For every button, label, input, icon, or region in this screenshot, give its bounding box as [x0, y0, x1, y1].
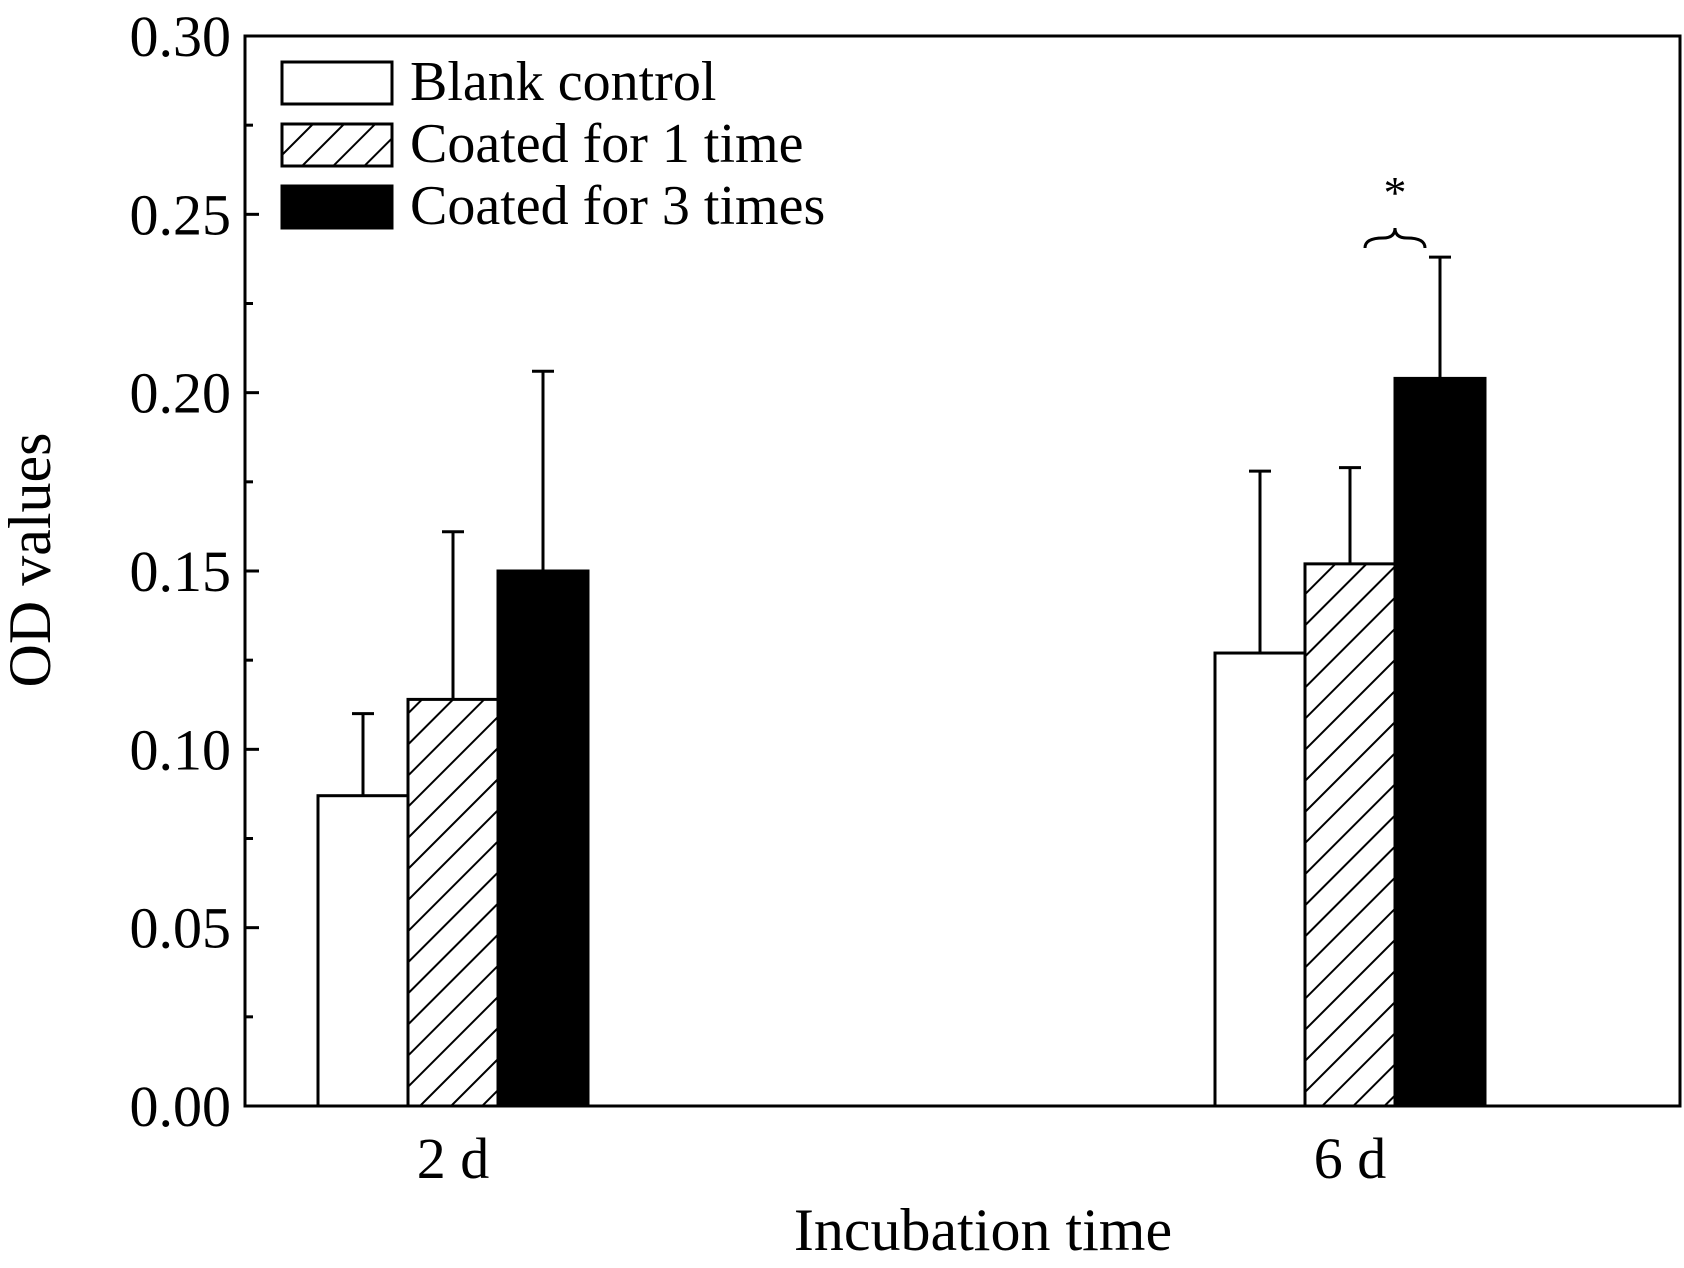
x-tick-label: 6 d [1314, 1126, 1387, 1191]
legend-label: Coated for 3 times [410, 175, 825, 237]
bar [1393, 376, 1487, 1108]
y-tick-label: 0.05 [130, 896, 232, 961]
y-tick-label: 0.20 [130, 361, 232, 426]
bar [316, 794, 410, 1108]
legend-label: Coated for 1 time [410, 113, 803, 175]
y-tick-label: 0.10 [130, 717, 232, 782]
legend-swatch [280, 122, 394, 168]
legend-swatch [280, 184, 394, 230]
bar [496, 569, 590, 1108]
y-tick-label: 0.15 [130, 539, 232, 604]
y-tick-label: 0.00 [130, 1074, 232, 1139]
significance-marker: * [1384, 167, 1407, 218]
significance-brace [1363, 227, 1427, 249]
y-tick-label: 0.30 [130, 4, 232, 69]
y-tick-label: 0.25 [130, 182, 232, 247]
x-axis-title: Incubation time [794, 1197, 1172, 1263]
bar [1303, 562, 1397, 1108]
y-axis-title: OD values [0, 433, 63, 688]
bar [1213, 651, 1307, 1108]
bar [406, 697, 500, 1108]
x-tick-label: 2 d [417, 1126, 490, 1191]
legend-label: Blank control [410, 51, 716, 113]
legend-swatch [280, 60, 394, 106]
